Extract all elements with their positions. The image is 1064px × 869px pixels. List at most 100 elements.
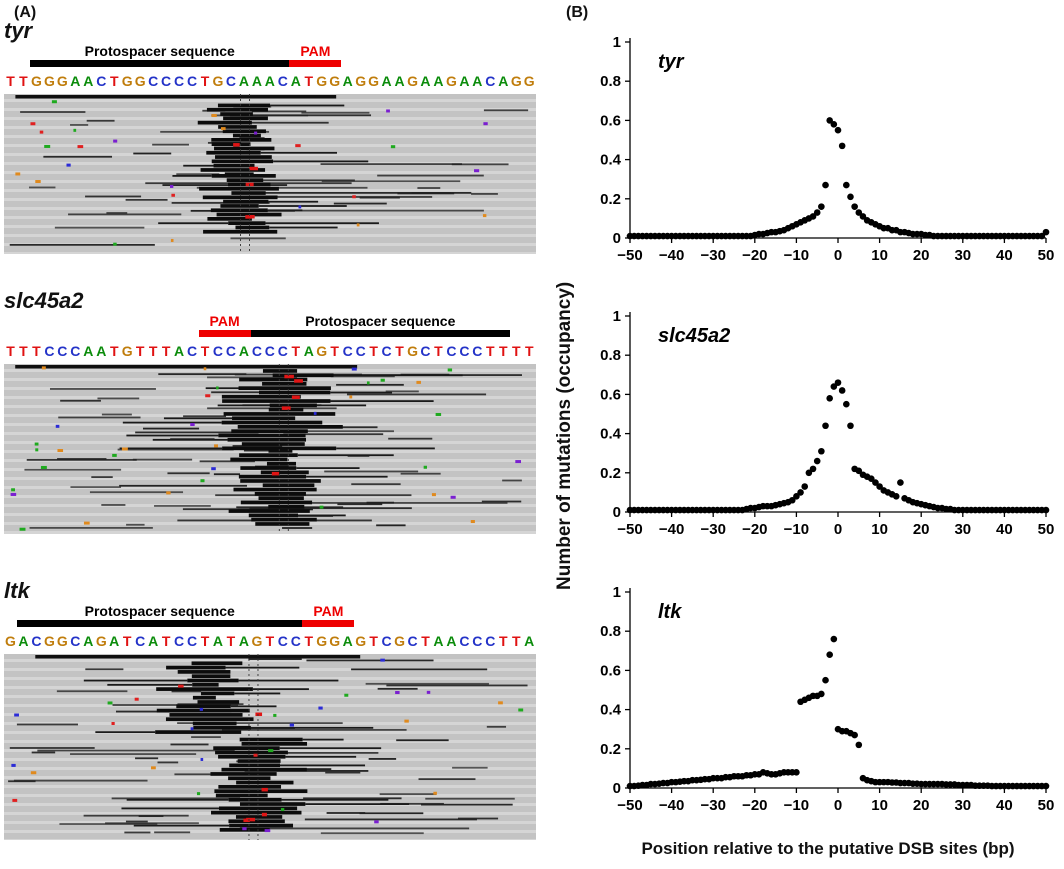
svg-text:30: 30: [954, 247, 971, 264]
base: A: [472, 73, 483, 89]
base: C: [472, 343, 483, 359]
svg-text:1: 1: [613, 34, 621, 51]
protospacer-label: Protospacer sequence: [84, 603, 235, 619]
base: G: [121, 73, 133, 89]
pam-label: PAM: [300, 43, 331, 59]
base: A: [420, 73, 431, 89]
base: C: [251, 343, 262, 359]
base: T: [19, 343, 28, 359]
base: A: [70, 73, 81, 89]
base: G: [510, 73, 522, 89]
base: C: [225, 343, 237, 359]
base: A: [238, 343, 249, 359]
base: C: [459, 633, 470, 649]
svg-text:0.4: 0.4: [600, 152, 622, 169]
base: T: [6, 343, 15, 359]
svg-text:0.8: 0.8: [600, 73, 621, 90]
base: A: [83, 633, 94, 649]
svg-text:−30: −30: [700, 247, 725, 264]
base: T: [499, 343, 508, 359]
chart-ltk: −50 −40 −30 −20 −10 0 10 20 30 40 50 0 0.2 0.4 0.6 0.8 1…: [594, 580, 1058, 851]
annotation-row: Protospacer sequence PAM: [4, 313, 536, 342]
base: C: [186, 73, 198, 89]
svg-text:−20: −20: [742, 521, 767, 538]
read-pileup-graphic: [4, 654, 536, 840]
svg-text:0.2: 0.2: [600, 465, 621, 482]
base: G: [394, 633, 405, 649]
svg-text:−40: −40: [659, 247, 684, 264]
svg-text:10: 10: [871, 247, 888, 264]
base: A: [433, 633, 444, 649]
base: G: [316, 73, 328, 89]
read-pileup-graphic: [4, 364, 536, 534]
protospacer-label: Protospacer sequence: [84, 43, 235, 59]
base: A: [212, 633, 224, 649]
panel-b-label: (B): [566, 4, 589, 21]
svg-text:0.6: 0.6: [600, 112, 621, 129]
base: G: [445, 73, 457, 89]
base: C: [446, 343, 457, 359]
axes: [625, 38, 1047, 243]
base: C: [174, 633, 185, 649]
base: T: [369, 633, 378, 649]
svg-text:1: 1: [613, 584, 621, 601]
base: T: [330, 343, 339, 359]
svg-text:20: 20: [913, 247, 930, 264]
base: T: [200, 633, 210, 649]
base: A: [83, 73, 94, 89]
x-axis-label: Position relative to the putative DSB si…: [641, 839, 1015, 858]
svg-text:−50: −50: [617, 247, 642, 264]
svg-text:0.8: 0.8: [600, 347, 621, 364]
base: C: [381, 343, 392, 359]
base: T: [161, 343, 171, 359]
scatter-plot: −50 −40 −30 −20 −10 0 10 20 30 40 50 0 0.2 0.4 0.6 0.8 1…: [600, 584, 1054, 814]
svg-text:0.4: 0.4: [600, 702, 622, 719]
pam-bar: [302, 620, 355, 627]
protospacer-bar: [29, 60, 290, 67]
base: T: [291, 343, 301, 359]
data-points: [626, 635, 1050, 790]
base: C: [277, 343, 288, 359]
base: T: [19, 73, 28, 89]
base: C: [264, 343, 275, 359]
base: A: [109, 633, 120, 649]
base: C: [472, 633, 483, 649]
base: G: [407, 73, 418, 89]
base: T: [161, 633, 171, 649]
base: T: [421, 633, 430, 649]
svg-text:−40: −40: [659, 521, 684, 538]
svg-text:50: 50: [1038, 247, 1055, 264]
base: T: [135, 343, 145, 359]
base: A: [342, 633, 353, 649]
pam-label: PAM: [313, 603, 344, 619]
svg-text:0.6: 0.6: [600, 662, 621, 679]
svg-text:−50: −50: [617, 797, 642, 814]
svg-text:10: 10: [871, 797, 888, 814]
gene-label: ltk: [4, 578, 30, 603]
base: C: [342, 343, 353, 359]
base: C: [70, 633, 81, 649]
protospacer-bar: [16, 620, 303, 627]
base: T: [122, 633, 132, 649]
chart-tyr: −50 −40 −30 −20 −10 0 10 20 30 40 50 0 0.2 0.4 0.6 0.8 1…: [594, 30, 1058, 301]
svg-text:−10: −10: [784, 797, 809, 814]
base: C: [135, 633, 146, 649]
base: A: [96, 343, 107, 359]
pam-label: PAM: [209, 313, 240, 329]
annotation-row: Protospacer sequence PAM: [4, 43, 536, 72]
chart-title: ltk: [658, 601, 682, 623]
base: G: [95, 633, 107, 649]
base: A: [433, 73, 444, 89]
base: C: [70, 343, 81, 359]
base: C: [277, 633, 288, 649]
base: G: [56, 73, 68, 89]
base: C: [485, 633, 496, 649]
base: C: [381, 633, 392, 649]
svg-text:−20: −20: [742, 247, 767, 264]
base: C: [290, 633, 301, 649]
